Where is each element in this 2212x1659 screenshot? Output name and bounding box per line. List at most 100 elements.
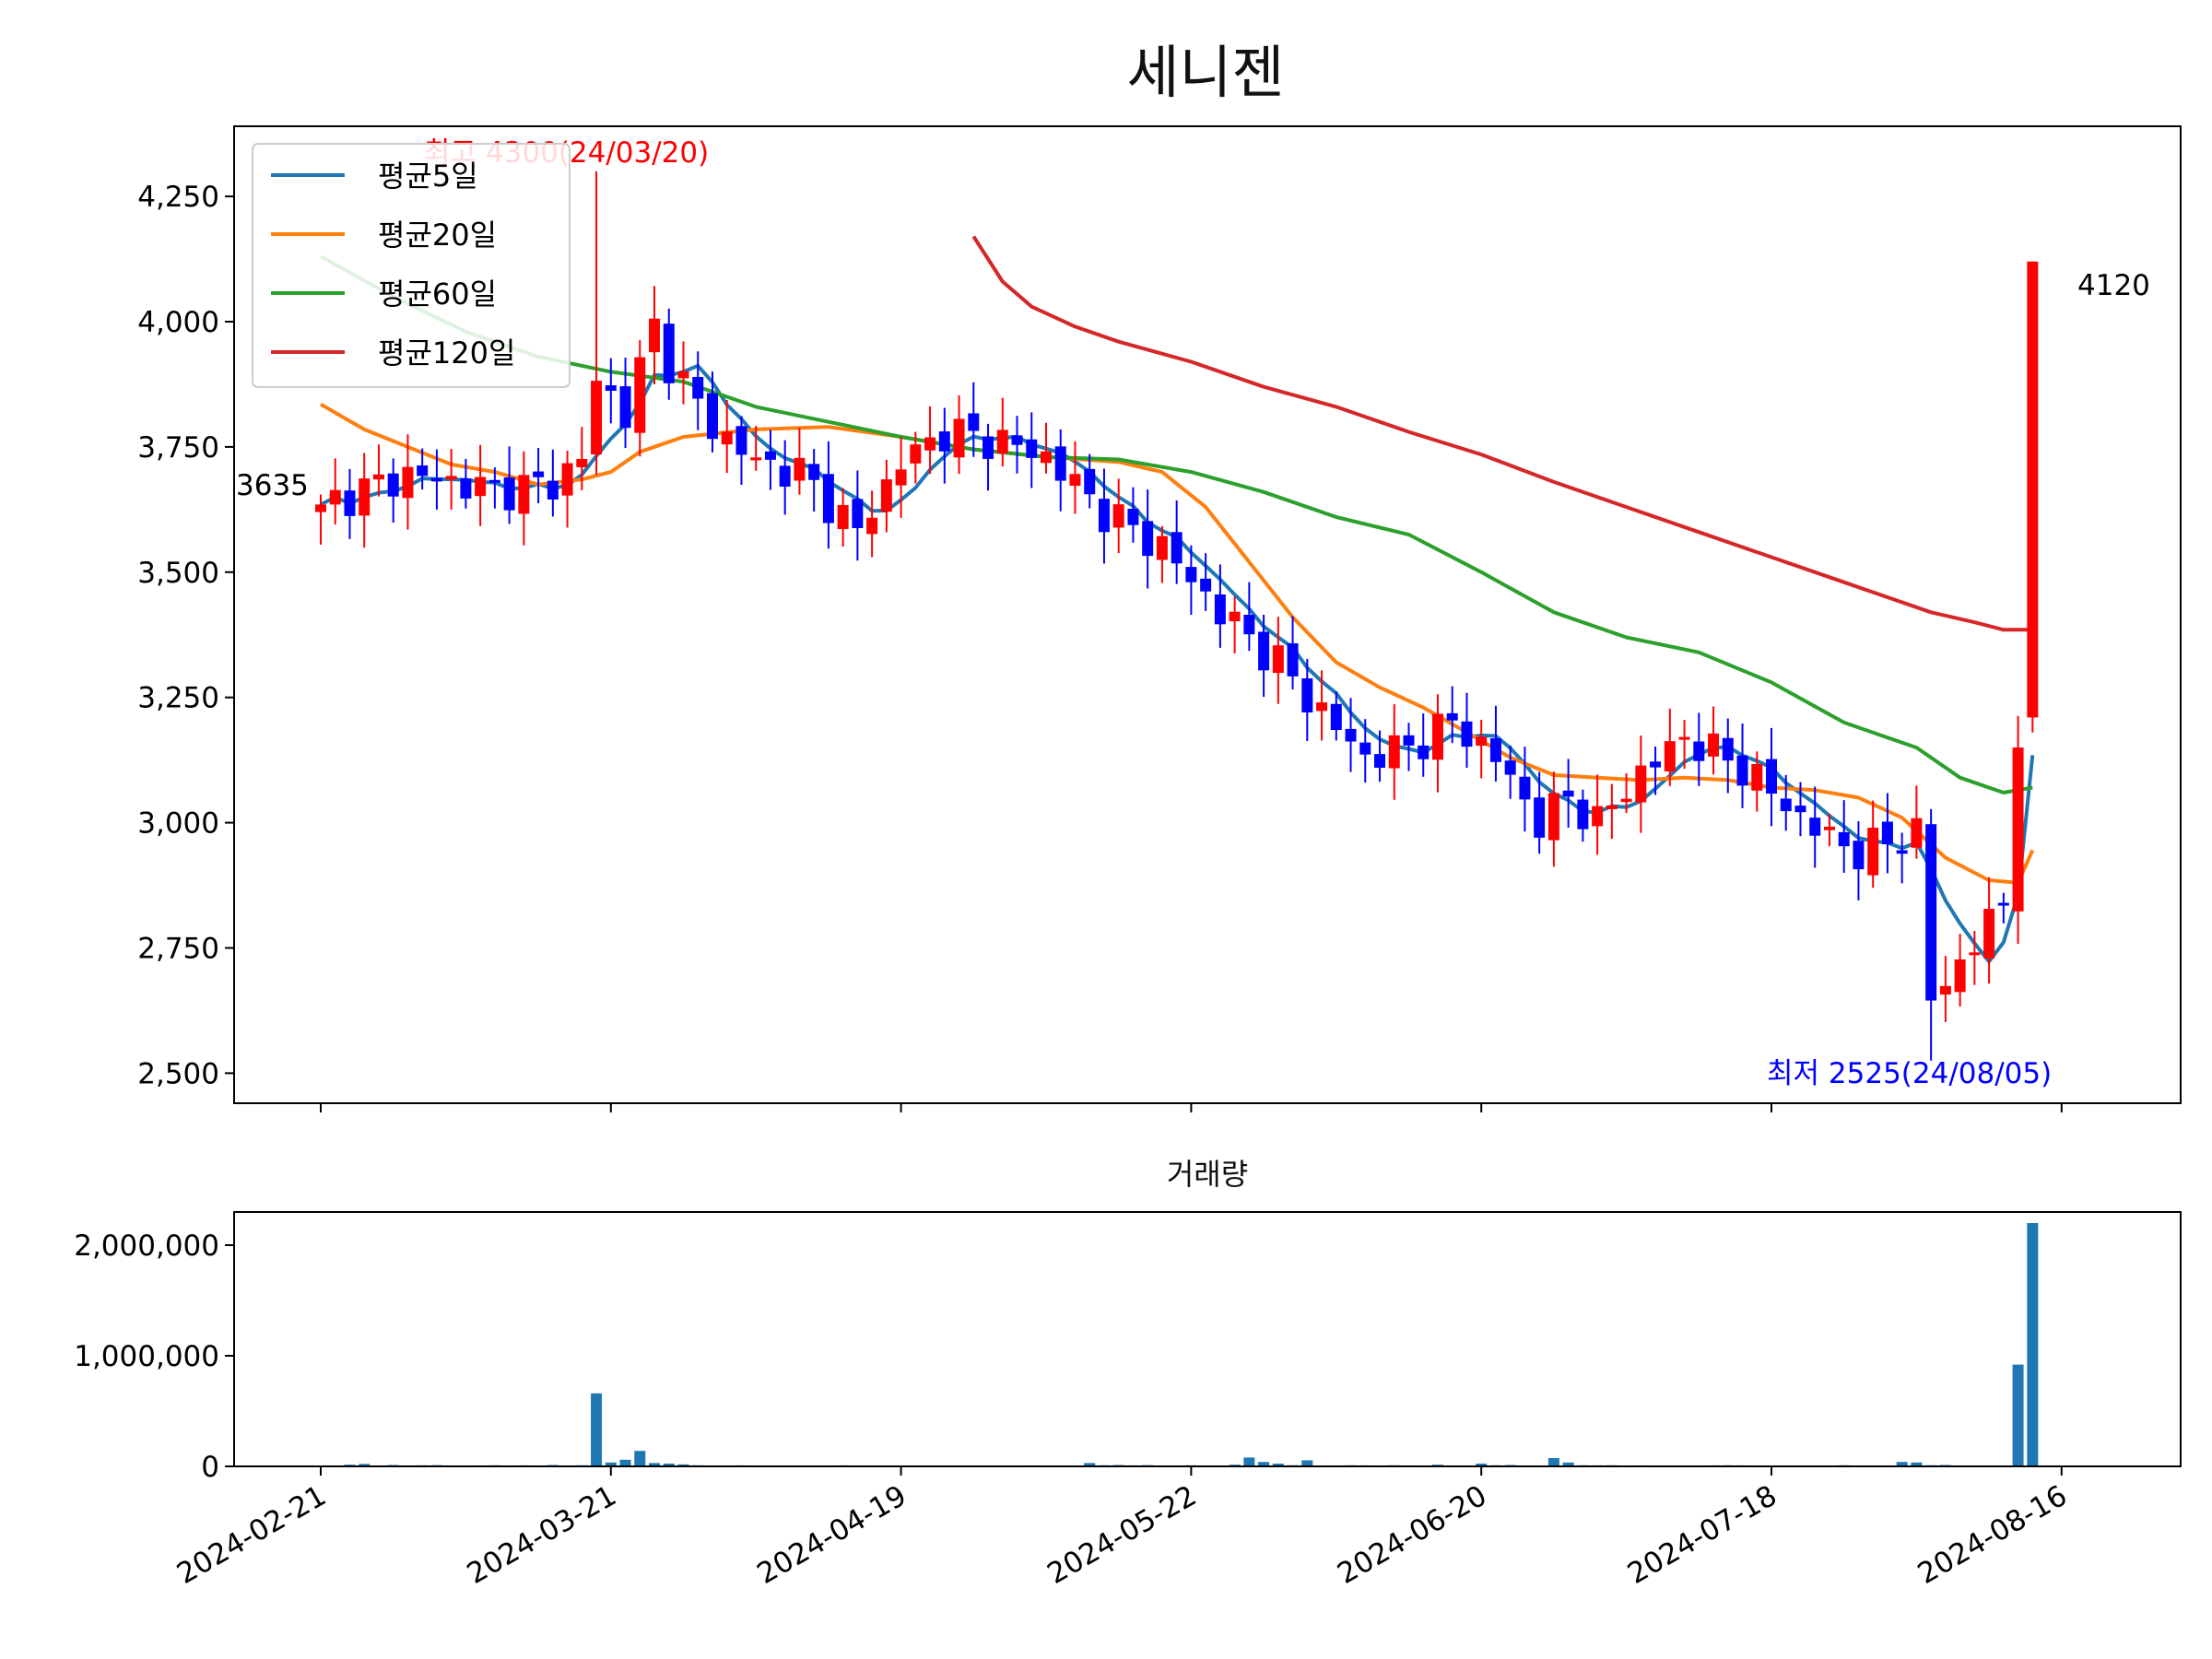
candle-body bbox=[1156, 535, 1168, 560]
candle-body bbox=[1650, 761, 1662, 768]
price-plot-frame bbox=[233, 125, 2182, 1104]
candle-body bbox=[1374, 754, 1386, 768]
chart-title: 세니젠 bbox=[1126, 39, 1284, 106]
x-tick-label: 2024-06-20 bbox=[1332, 1479, 1492, 1591]
candle-body bbox=[1272, 645, 1284, 674]
candle-body bbox=[1476, 736, 1488, 747]
ma120-line bbox=[971, 235, 2033, 632]
candle-body bbox=[692, 376, 704, 399]
candle-body bbox=[750, 457, 762, 461]
candle-body bbox=[924, 437, 936, 451]
volume-bar bbox=[677, 1464, 689, 1466]
volume-bar bbox=[1476, 1464, 1488, 1466]
candle-body bbox=[329, 489, 341, 505]
volume-bar bbox=[2012, 1364, 2024, 1466]
candle-body bbox=[1084, 468, 1096, 495]
candle-body bbox=[2027, 261, 2039, 718]
legend-label-ma120: 평균120일 bbox=[378, 335, 515, 371]
candle-body bbox=[764, 451, 776, 460]
candle-body bbox=[1751, 763, 1763, 791]
candle-body bbox=[1809, 818, 1821, 836]
candle-body bbox=[2012, 747, 2024, 912]
candle-body bbox=[779, 465, 791, 488]
candle-body bbox=[808, 464, 820, 480]
candle-body bbox=[895, 469, 907, 486]
volume-bar bbox=[1562, 1462, 1574, 1466]
candle-body bbox=[1446, 712, 1458, 721]
volume-bar bbox=[663, 1464, 675, 1466]
legend: 평균5일 평균20일 평균60일 평균120일 bbox=[252, 143, 571, 388]
candle-body bbox=[445, 476, 457, 480]
candle-body bbox=[359, 478, 371, 516]
candle-body bbox=[591, 381, 603, 455]
x-tick-label: 2024-05-22 bbox=[1041, 1479, 1202, 1591]
candle-body bbox=[1606, 805, 1618, 809]
candle-body bbox=[1345, 728, 1357, 742]
candle-body bbox=[852, 499, 864, 528]
candle-body bbox=[1592, 806, 1604, 827]
candle-body bbox=[430, 477, 442, 482]
price-y-tick-label: 4,000 bbox=[137, 306, 219, 339]
candle-body bbox=[649, 318, 661, 353]
candle-body bbox=[1722, 737, 1734, 761]
candle-body bbox=[1838, 831, 1850, 847]
candle-body bbox=[503, 477, 515, 511]
volume-bar bbox=[1547, 1458, 1559, 1466]
volume-y-tick-label: 1,000,000 bbox=[74, 1340, 219, 1373]
candle-body bbox=[1359, 742, 1371, 755]
candle-body bbox=[1069, 474, 1081, 487]
candle-body bbox=[1577, 799, 1589, 830]
candle-body bbox=[1534, 797, 1546, 838]
candle-body bbox=[1635, 765, 1647, 803]
candle-body bbox=[721, 431, 733, 445]
candle-body bbox=[1127, 509, 1139, 525]
candle-body bbox=[1736, 755, 1748, 786]
candle-body bbox=[1881, 821, 1893, 844]
candle-body bbox=[880, 479, 892, 512]
candle-body bbox=[1041, 451, 1052, 464]
price-y-tick-label: 4,250 bbox=[137, 181, 219, 214]
candle-body bbox=[1214, 594, 1226, 625]
x-tick-label: 2024-04-19 bbox=[752, 1479, 912, 1591]
volume-bar bbox=[605, 1462, 617, 1466]
candle-body bbox=[1997, 902, 2009, 906]
candle-body bbox=[1200, 578, 1212, 592]
volume-bar bbox=[359, 1464, 371, 1466]
candle-body bbox=[1708, 733, 1720, 757]
candle-body bbox=[1316, 702, 1328, 712]
candle-body bbox=[1794, 806, 1806, 813]
ma60-line bbox=[320, 254, 2033, 794]
volume-bar bbox=[1301, 1460, 1313, 1466]
candle-body bbox=[561, 463, 573, 496]
candle-body bbox=[1418, 745, 1430, 759]
price-x-ticks bbox=[320, 1103, 2063, 1112]
candle-body bbox=[735, 426, 747, 455]
candle-body bbox=[417, 465, 429, 477]
candle-body bbox=[1693, 741, 1705, 761]
candle-body bbox=[547, 480, 559, 500]
candle-body bbox=[1823, 826, 1835, 830]
volume-plot-area bbox=[234, 1212, 2181, 1466]
x-tick-label: 2024-03-21 bbox=[462, 1479, 622, 1591]
volume-bar bbox=[634, 1451, 646, 1466]
candle-body bbox=[1388, 735, 1400, 769]
candle-body bbox=[344, 490, 356, 516]
price-y-tick-label: 2,750 bbox=[137, 932, 219, 965]
candle-body bbox=[1301, 678, 1313, 712]
candle-body bbox=[1489, 738, 1501, 762]
candle-body bbox=[315, 504, 326, 512]
candle-body bbox=[1185, 567, 1197, 582]
price-panel: 2,500 2,750 3,000 3,250 3,500 3,750 4,000 4,250… bbox=[137, 125, 2182, 1112]
candle-body bbox=[1431, 713, 1443, 760]
candle-body bbox=[1054, 446, 1066, 481]
candle-body bbox=[1026, 439, 1038, 458]
legend-label-ma20: 평균20일 bbox=[378, 218, 497, 253]
candle-body bbox=[387, 473, 399, 497]
legend-box bbox=[252, 143, 571, 388]
candle-body bbox=[1287, 642, 1299, 677]
candle-body bbox=[837, 504, 849, 530]
candle-body bbox=[1229, 611, 1241, 622]
candle-body bbox=[1171, 532, 1182, 564]
x-tick-label: 2024-02-21 bbox=[171, 1479, 332, 1591]
legend-label-ma5: 평균5일 bbox=[378, 159, 478, 194]
